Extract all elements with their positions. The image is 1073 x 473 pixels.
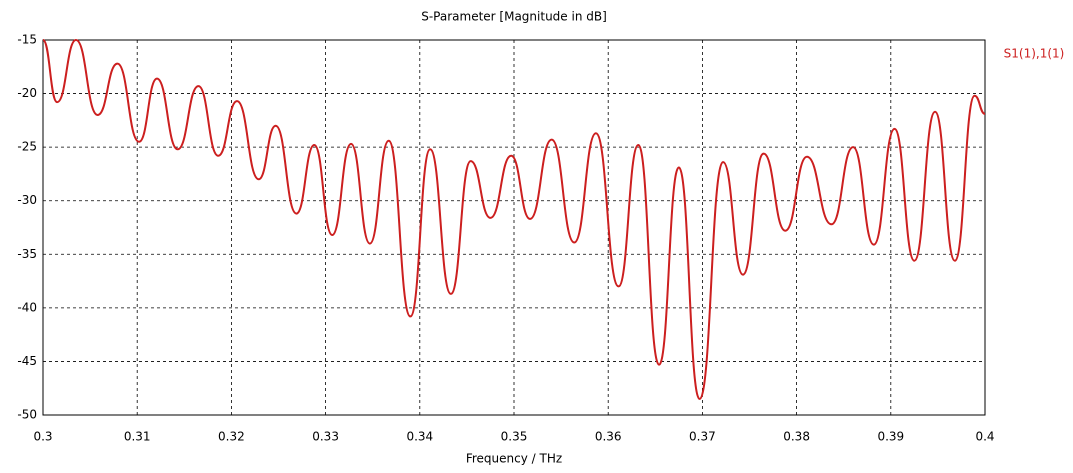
y-tick-label: -50 bbox=[17, 408, 37, 422]
plot-border bbox=[42, 39, 986, 416]
x-tick-label: 0.31 bbox=[124, 430, 151, 444]
y-tick-label: -30 bbox=[17, 193, 37, 207]
x-tick-label: 0.39 bbox=[877, 430, 904, 444]
x-axis-label: Frequency / THz bbox=[466, 452, 562, 466]
y-tick-label: -40 bbox=[17, 300, 37, 314]
x-tick-label: 0.3 bbox=[33, 430, 52, 444]
y-tick-label: -25 bbox=[17, 140, 37, 154]
legend-label: S1(1),1(1) bbox=[1004, 47, 1065, 61]
x-tick-label: 0.32 bbox=[218, 430, 245, 444]
y-tick-label: -20 bbox=[17, 86, 37, 100]
y-tick-label: -45 bbox=[17, 354, 37, 368]
chart-title: S-Parameter [Magnitude in dB] bbox=[421, 10, 607, 24]
x-tick-label: 0.38 bbox=[783, 430, 810, 444]
y-tick-label: -15 bbox=[17, 33, 37, 47]
x-tick-label: 0.35 bbox=[501, 430, 528, 444]
x-tick-label: 0.34 bbox=[406, 430, 433, 444]
x-tick-label: 0.37 bbox=[689, 430, 716, 444]
x-tick-label: 0.4 bbox=[975, 430, 994, 444]
x-tick-label: 0.33 bbox=[312, 430, 339, 444]
data-line bbox=[42, 38, 986, 400]
x-tick-label: 0.36 bbox=[595, 430, 622, 444]
y-tick-label: -35 bbox=[17, 247, 37, 261]
